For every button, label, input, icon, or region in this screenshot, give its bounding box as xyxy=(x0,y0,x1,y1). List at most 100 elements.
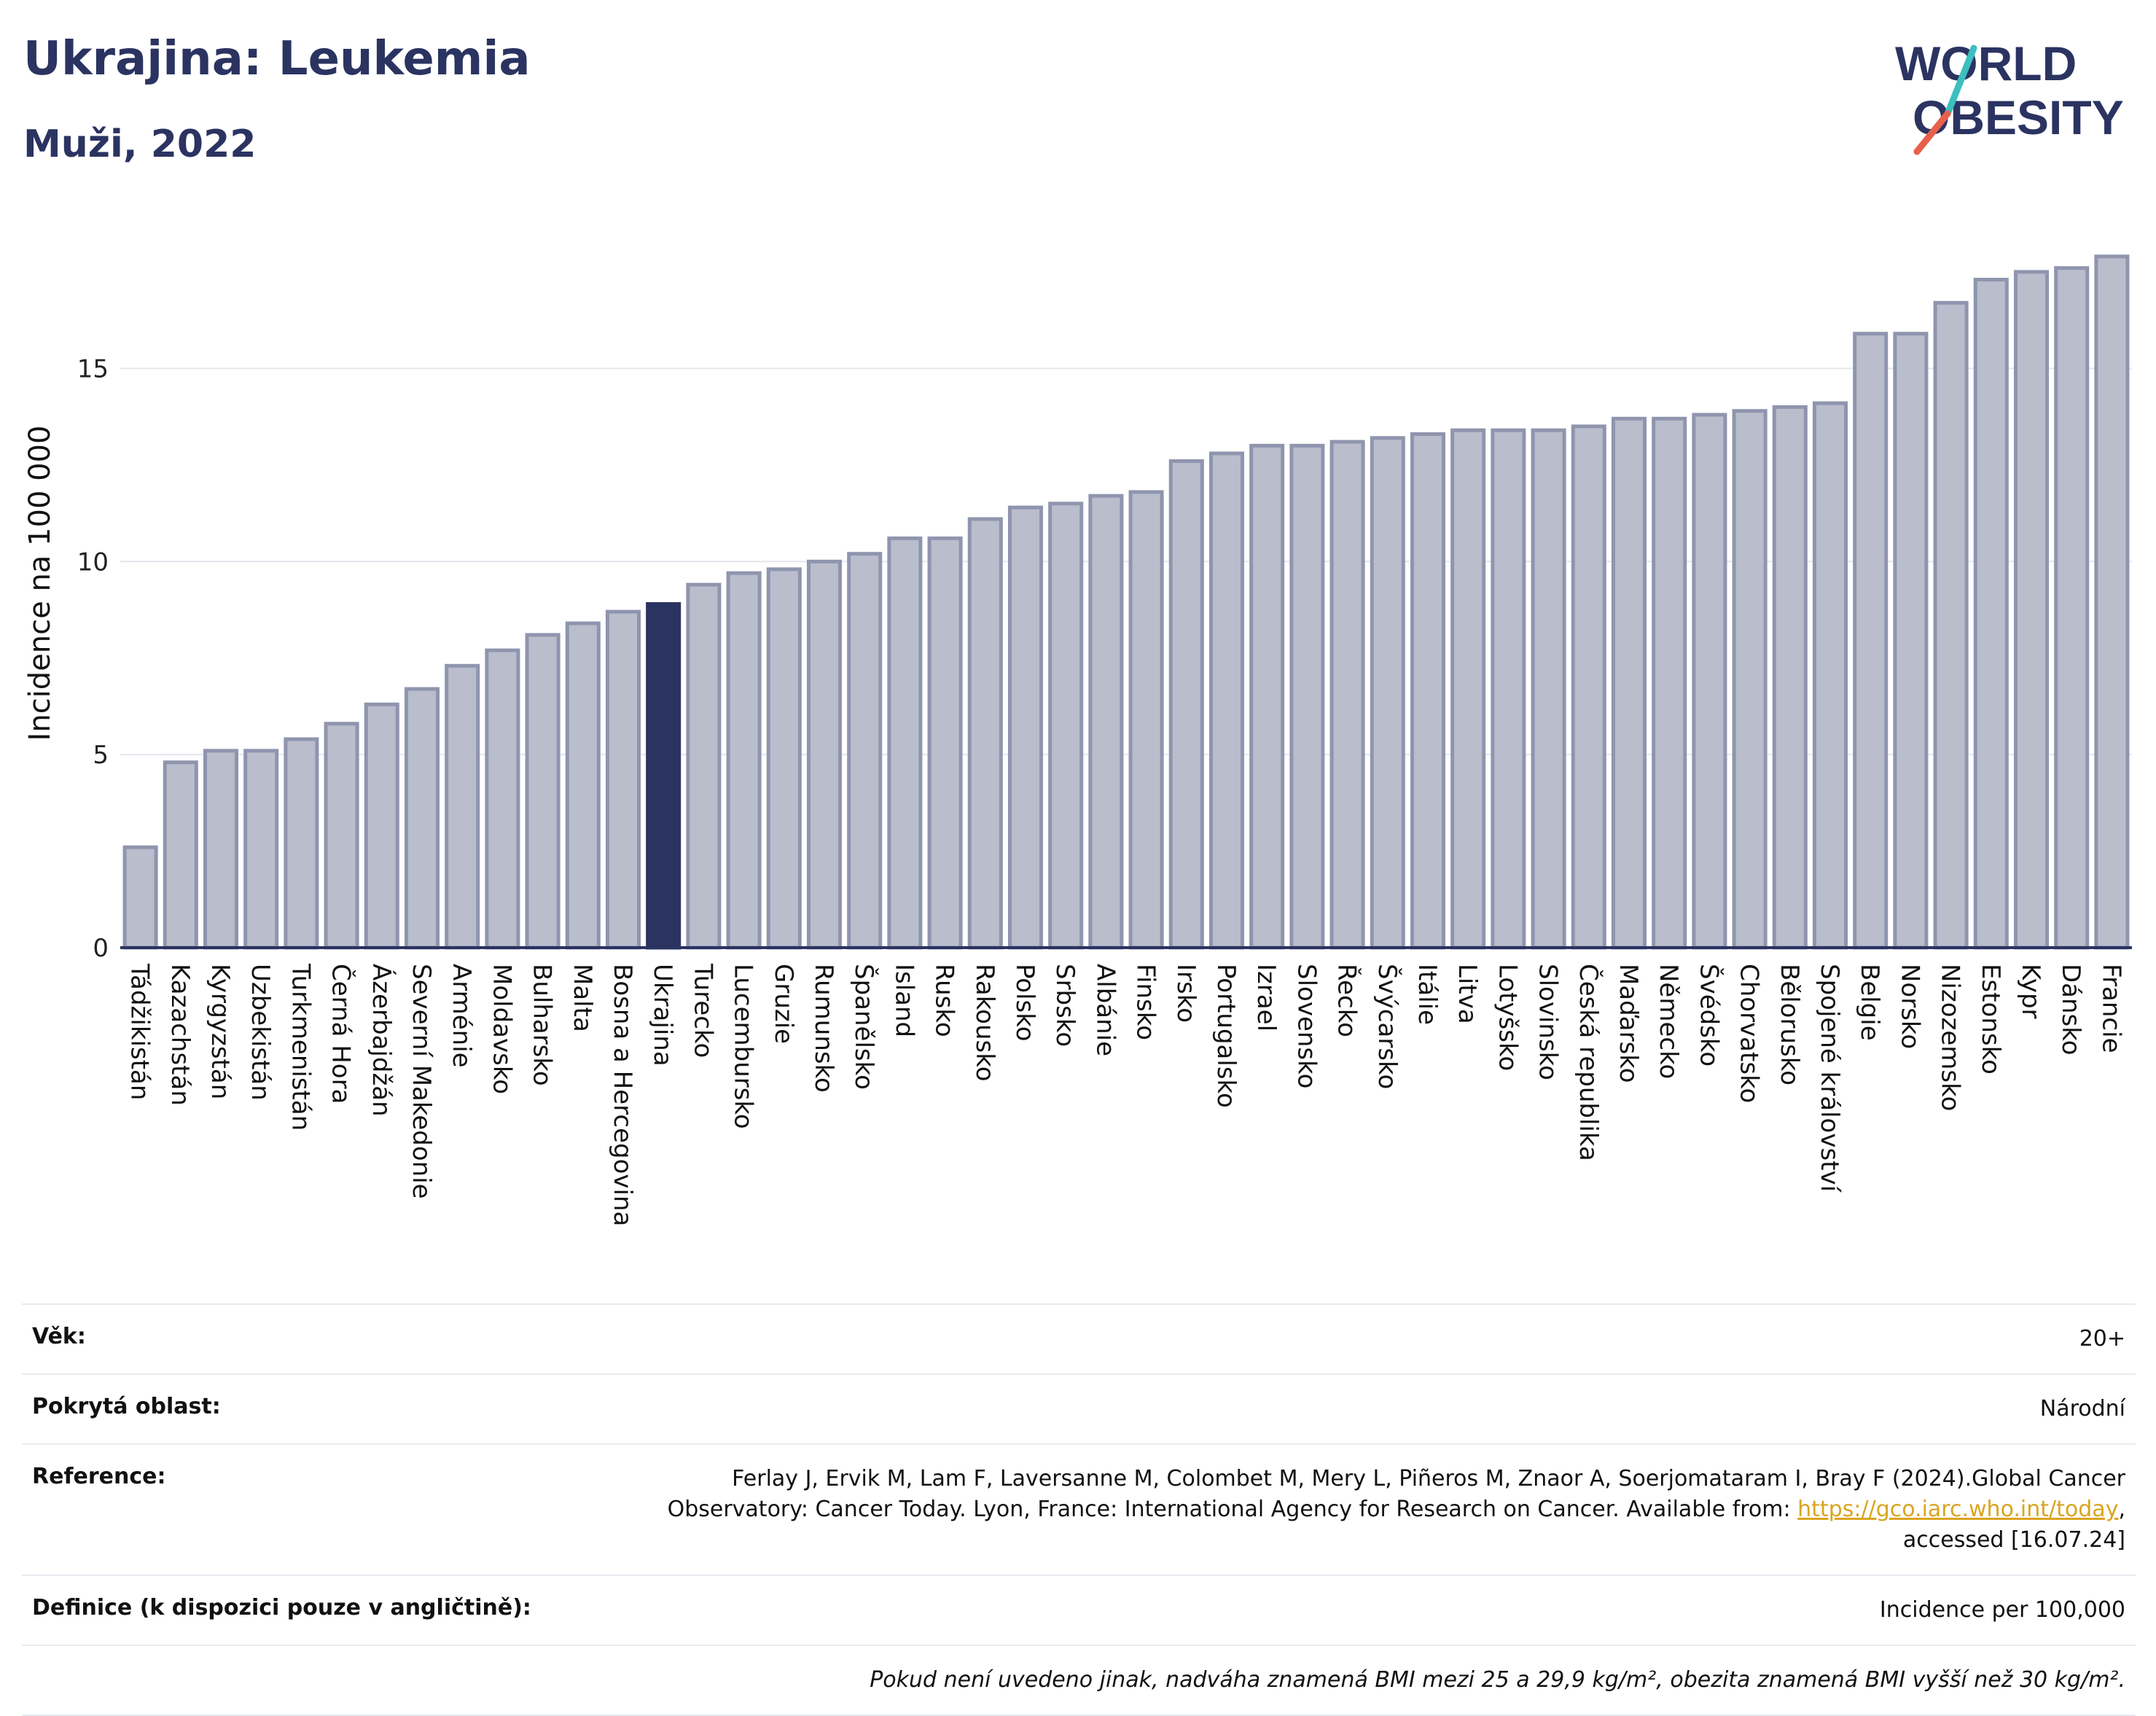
x-tick-label: Gruzie xyxy=(769,964,798,1044)
bar-19 xyxy=(887,536,923,950)
bar-40 xyxy=(1732,409,1768,950)
x-tick-label: Norsko xyxy=(1895,964,1924,1049)
bar-0 xyxy=(122,845,158,950)
x-tick-label: Severní Makedonie xyxy=(407,964,436,1199)
bar-10 xyxy=(525,633,561,950)
definition-value: Incidence per 100,000 xyxy=(1879,1597,2125,1623)
bar-49 xyxy=(2094,254,2130,950)
bar-41 xyxy=(1772,405,1808,950)
x-tick-label: Finsko xyxy=(1131,964,1160,1040)
bar-32 xyxy=(1410,432,1446,950)
info-row-definition: Definice (k dispozici pouze v angličtině… xyxy=(22,1575,2136,1645)
y-tick-label: 0 xyxy=(93,934,109,963)
x-tick-label: Řecko xyxy=(1332,964,1362,1037)
bar-9 xyxy=(485,648,520,950)
bar-46 xyxy=(1973,278,2009,950)
bar-3 xyxy=(243,749,279,950)
info-row-area: Pokrytá oblast: Národní xyxy=(22,1373,2136,1443)
x-tick-label: Ázerbajdžán xyxy=(367,964,397,1117)
x-tick-label: Bělorusko xyxy=(1775,964,1804,1085)
bar-6 xyxy=(364,702,399,950)
bar-34 xyxy=(1491,428,1526,950)
x-tick-label: Izrael xyxy=(1251,964,1281,1031)
x-tick-label: Malta xyxy=(568,964,597,1032)
x-tick-label: Rakousko xyxy=(970,964,999,1082)
bar-25 xyxy=(1128,490,1164,950)
bar-43 xyxy=(1853,332,1889,950)
bar-11 xyxy=(565,621,601,950)
bar-12 xyxy=(605,609,641,950)
x-tick-label: Portugalsko xyxy=(1211,964,1241,1108)
x-tick-label: Itálie xyxy=(1413,964,1442,1025)
info-row-note: Pokud není uvedeno jinak, nadváha znamen… xyxy=(22,1645,2136,1716)
bar-37 xyxy=(1611,416,1647,950)
bar-24 xyxy=(1088,494,1124,950)
bar-22 xyxy=(1007,505,1044,950)
x-tick-label: Chorvatsko xyxy=(1735,964,1764,1103)
bar-7 xyxy=(404,687,440,950)
x-tick-label: Ukrajina xyxy=(648,964,677,1066)
bar-44 xyxy=(1893,332,1929,950)
page-subtitle: Muži, 2022 xyxy=(23,122,257,166)
y-axis-label: Incidence na 100 000 xyxy=(23,426,57,741)
bar-39 xyxy=(1692,413,1727,950)
bar-23 xyxy=(1048,502,1084,950)
x-tick-label: Tádžikistán xyxy=(125,963,155,1100)
x-tick-label: Kazachstán xyxy=(165,964,195,1106)
bar-28 xyxy=(1249,443,1285,950)
y-tick-label: 5 xyxy=(93,741,109,770)
reference-text-4: accessed [16.07.24] xyxy=(1902,1527,2125,1553)
x-tick-label: Litva xyxy=(1453,964,1482,1024)
x-tick-label: Kyrgyzstán xyxy=(206,964,235,1099)
world-obesity-logo: WORLD OBESITY xyxy=(1895,36,2124,155)
bar-33 xyxy=(1450,428,1486,950)
y-tick-label: 15 xyxy=(77,354,109,383)
x-axis-labels: Tádžikistán Kazachstán Kyrgyzstán Uzbekistá… xyxy=(125,963,2126,1226)
logo-slash-red xyxy=(1913,110,1951,155)
x-tick-label: Uzbekistán xyxy=(246,964,275,1101)
bar-42 xyxy=(1812,401,1848,950)
x-tick-label: Lotyšsko xyxy=(1493,964,1522,1071)
x-tick-label: Černá Hora xyxy=(327,964,356,1104)
x-tick-label: Česká republika xyxy=(1574,964,1604,1161)
page-title: Ukrajina: Leukemia xyxy=(23,32,531,86)
x-tick-label: Srbsko xyxy=(1050,964,1079,1047)
bar-8 xyxy=(445,663,480,950)
x-tick-label: Bosna a Hercegovina xyxy=(608,964,637,1226)
reference-label: Reference: xyxy=(32,1464,166,1489)
bar-30 xyxy=(1329,440,1365,950)
reference-value: Ferlay J, Ervik M, Lam F, Laversanne M, … xyxy=(668,1464,2125,1556)
x-tick-label: Švédsko xyxy=(1694,964,1724,1066)
bars xyxy=(122,254,2130,950)
x-tick-label: Spojené království xyxy=(1815,964,1844,1193)
x-tick-label: Slovinsko xyxy=(1534,964,1563,1080)
bar-chart: 0 5 10 15 Tádžikistán Kazachstán Kyrgyzstán Uz… xyxy=(23,254,2132,1226)
y-tick-label: 10 xyxy=(77,547,109,577)
bar-47 xyxy=(2013,270,2050,950)
bar-36 xyxy=(1571,424,1606,950)
bar-14 xyxy=(686,582,722,950)
x-tick-label: Albánie xyxy=(1090,964,1120,1056)
bar-2 xyxy=(203,749,239,950)
x-tick-label: Estonsko xyxy=(1976,964,2005,1075)
x-tick-label: Švýcarsko xyxy=(1372,964,1402,1089)
bar-20 xyxy=(927,536,963,950)
x-tick-label: Španělsko xyxy=(849,964,879,1090)
bar-29 xyxy=(1289,443,1325,950)
info-row-age: Věk: 20+ xyxy=(22,1303,2136,1373)
logo-slash-teal xyxy=(1944,44,1977,117)
reference-link[interactable]: https://gco.iarc.who.int/today xyxy=(1797,1497,2119,1522)
x-tick-label: Francie xyxy=(2096,964,2125,1053)
bar-15 xyxy=(726,571,762,950)
x-tick-label: Lucembursko xyxy=(729,964,758,1129)
area-value: Národní xyxy=(2039,1396,2125,1421)
y-axis-ticks: 0 5 10 15 xyxy=(77,354,109,963)
bar-38 xyxy=(1652,416,1687,950)
x-tick-label: Polsko xyxy=(1010,964,1039,1042)
x-tick-label: Rusko xyxy=(930,964,959,1037)
x-tick-label: Island xyxy=(889,964,918,1037)
age-label: Věk: xyxy=(32,1324,86,1349)
bar-48 xyxy=(2054,266,2090,950)
reference-text-1: Ferlay J, Ervik M, Lam F, Laversanne M, … xyxy=(732,1466,2125,1491)
bar-26 xyxy=(1168,459,1204,950)
